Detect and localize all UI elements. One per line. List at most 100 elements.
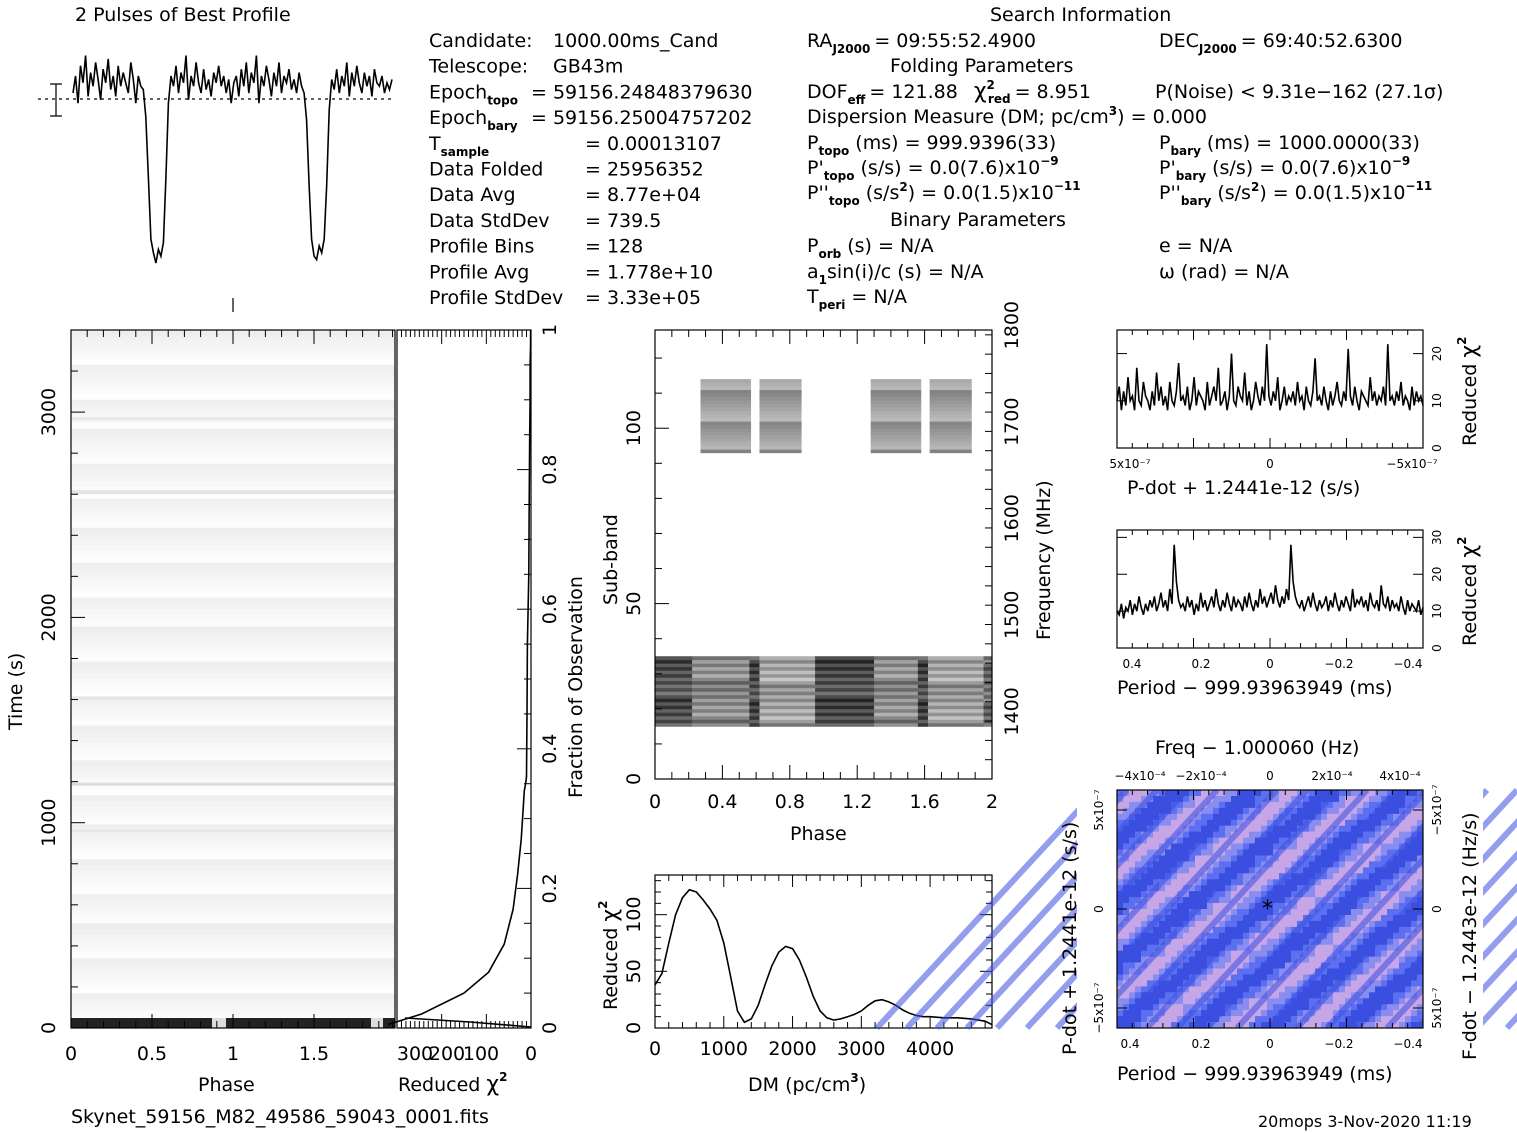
pp-cell (1327, 968, 1334, 975)
pp-cell (1375, 790, 1382, 797)
pp-stripe (1234, 787, 1460, 1031)
pp-cell (1147, 974, 1154, 981)
e-value: e = N/A (1159, 235, 1232, 257)
pp-cell (1267, 903, 1274, 910)
tp-row (71, 585, 395, 593)
pp-cell (1321, 807, 1328, 815)
pp-cell (1159, 891, 1166, 898)
pp-cell (1129, 956, 1136, 963)
pp-cell (1171, 903, 1178, 910)
pp-cell (1213, 944, 1220, 952)
pp-cell (1369, 790, 1376, 797)
tp-row (71, 667, 395, 674)
pp-cell (1309, 980, 1316, 987)
sp-top-cell (870, 431, 922, 436)
pp-cell (1267, 885, 1274, 892)
pp-cell (1165, 992, 1172, 999)
pp-cell (1237, 915, 1244, 922)
pp-xtick-label: 0.2 (1191, 1037, 1210, 1051)
pp-cell (1171, 956, 1178, 963)
folding-info-column: RAJ2000 = 09:55:52.4900 DECJ2000 = 69:40:5… (806, 30, 1443, 312)
pp-cell (1255, 980, 1262, 987)
pp-cell (1207, 873, 1214, 880)
pp-cell (1363, 796, 1370, 803)
pp-cell (1357, 1010, 1364, 1017)
tp-ytick-label: 2000 (38, 593, 60, 641)
pp-cell (1345, 962, 1352, 969)
pp-cell (1123, 867, 1130, 874)
pp-cell (1339, 861, 1346, 868)
pp-cell (1279, 968, 1286, 975)
pp-cell (1285, 1016, 1292, 1023)
pp-cell (1309, 885, 1316, 892)
pp-cell (1189, 867, 1196, 874)
pp-cell (1279, 950, 1286, 957)
profile-title: 2 Pulses of Best Profile (75, 4, 291, 26)
pp-cell (1321, 986, 1328, 993)
pp-cell (1159, 855, 1166, 862)
pp-cell (1351, 855, 1358, 862)
tp-ytick-label: 1000 (38, 799, 60, 847)
sp-band-cell (917, 680, 929, 685)
dm-value: ) = 0.000 (1117, 106, 1207, 128)
pp-cell (1393, 944, 1400, 952)
dm-xtick-label: 0 (649, 1038, 661, 1060)
pp-cell (1363, 897, 1370, 904)
pp-cell (1351, 915, 1358, 922)
pp-cell (1243, 796, 1250, 803)
pp-cell (1255, 986, 1262, 993)
pp-cell (1219, 926, 1226, 934)
pp-cell (1147, 1016, 1154, 1023)
sp-band-cell (917, 684, 929, 689)
pp-cell (1357, 909, 1364, 916)
pp-cell (1135, 825, 1142, 833)
pp-cell (1405, 825, 1412, 833)
sp-top-cell (929, 428, 972, 433)
tp-row (71, 533, 395, 540)
pp-cell (1303, 974, 1310, 981)
pp-cell (1219, 1022, 1226, 1029)
pp-cell (1177, 962, 1184, 969)
pp-cell (1291, 879, 1298, 886)
sp-band-cell (815, 705, 875, 710)
pp-cell (1369, 831, 1376, 838)
sp-top-cell (759, 438, 802, 443)
pp-cell (1147, 807, 1154, 815)
pp-cell (1315, 926, 1322, 934)
pp-cell (1231, 1004, 1238, 1011)
sp-band-cell (874, 701, 919, 706)
sp-band-cell (874, 677, 919, 682)
sp-band-cell (927, 712, 984, 717)
info-label-3: Epochbary (429, 107, 518, 133)
tp-xtick-label: 1 (227, 1043, 239, 1065)
pp-cell (1153, 891, 1160, 898)
tp-row (71, 719, 395, 726)
tp-row (71, 359, 395, 366)
pp-cell (1141, 956, 1148, 963)
pp-cell (1309, 861, 1316, 868)
pp-cell (1417, 897, 1424, 904)
pp-cell (1207, 837, 1214, 844)
tp-dark-row (71, 696, 395, 700)
sp-band-cell (692, 687, 750, 692)
pp-cell (1405, 909, 1412, 916)
pp-cell (1165, 861, 1172, 868)
pp-cell (1333, 879, 1340, 886)
pp-cell (1177, 950, 1184, 957)
pp-cell (1285, 962, 1292, 969)
sp-top-cell (929, 407, 972, 412)
pp-cell (1363, 807, 1370, 815)
pp-cell (1177, 885, 1184, 892)
pp-cell (1327, 944, 1334, 952)
pp-cell (1297, 843, 1304, 850)
pp-cell (1315, 861, 1322, 868)
pp-cell (1237, 962, 1244, 969)
sp-top-cell (929, 382, 972, 387)
pp-cell (1219, 903, 1226, 910)
tp-row (71, 591, 395, 599)
pp-cell (1117, 998, 1124, 1005)
pp-cell (1369, 920, 1376, 928)
tp-row (71, 638, 395, 645)
pp-cell (1123, 873, 1130, 880)
